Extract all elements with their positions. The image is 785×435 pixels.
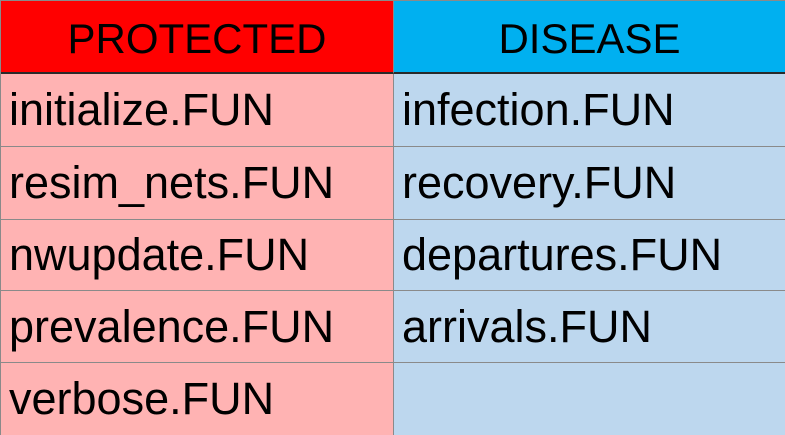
protected-cell: prevalence.FUN	[1, 291, 394, 363]
disease-cell: recovery.FUN	[394, 147, 785, 220]
protected-cell: verbose.FUN	[1, 363, 394, 435]
disease-header: DISEASE	[394, 1, 785, 74]
protected-cell: resim_nets.FUN	[1, 147, 394, 220]
disease-cell: departures.FUN	[394, 220, 785, 291]
protected-cell: nwupdate.FUN	[1, 220, 394, 291]
disease-cell: arrivals.FUN	[394, 291, 785, 363]
protected-header: PROTECTED	[1, 1, 394, 74]
protected-cell: initialize.FUN	[1, 74, 394, 147]
disease-cell-empty	[394, 363, 785, 435]
disease-cell: infection.FUN	[394, 74, 785, 147]
